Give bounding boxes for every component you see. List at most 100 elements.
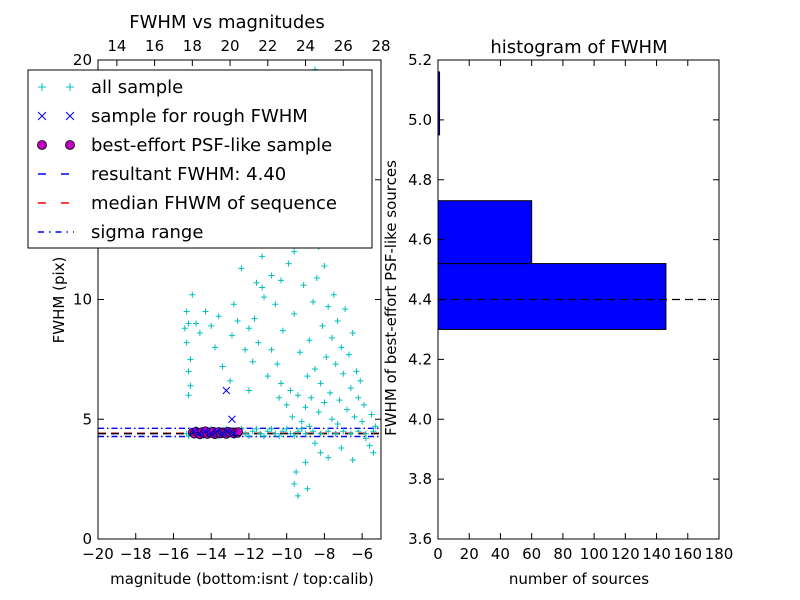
- legend-x-icon: [37, 111, 47, 121]
- all-sample-point: [274, 361, 281, 368]
- all-sample-point: [276, 394, 283, 401]
- all-sample-point: [242, 430, 249, 437]
- all-sample-point: [279, 327, 286, 334]
- all-sample-point: [251, 315, 258, 322]
- all-sample-point: [321, 262, 328, 269]
- rough-sample-point: [229, 429, 238, 438]
- all-sample-point: [332, 361, 339, 368]
- all-sample-point: [183, 339, 190, 346]
- all-sample-point: [278, 380, 285, 387]
- legend-entry: all sample: [38, 77, 183, 98]
- rough-sample-point: [224, 427, 233, 436]
- right-x-tick-label: 140: [642, 545, 671, 563]
- left-x-tick-label: −14: [195, 545, 227, 563]
- legend-label: resultant FWHM: 4.40: [91, 164, 286, 185]
- all-sample-point: [259, 284, 266, 291]
- left-y-tick-label: 0: [82, 530, 92, 548]
- left-top-tick-label: 14: [107, 37, 126, 55]
- all-sample-point: [317, 380, 324, 387]
- all-sample-point: [245, 325, 252, 332]
- all-sample-point: [347, 385, 354, 392]
- right-y-tick-label: 4.0: [408, 410, 432, 428]
- all-sample-point: [340, 370, 347, 377]
- legend-entry: sigma range: [38, 222, 203, 243]
- rough-sample-point: [196, 429, 204, 438]
- all-sample-point: [193, 320, 200, 327]
- all-sample-point: [330, 291, 337, 298]
- legend-plus-icon: [66, 83, 74, 91]
- histogram-bar: [437, 263, 667, 330]
- all-sample-point: [255, 339, 262, 346]
- all-sample-point: [338, 344, 345, 351]
- all-sample-point: [298, 418, 305, 425]
- all-sample-point: [321, 399, 328, 406]
- all-sample-point: [319, 322, 326, 329]
- all-sample-point: [294, 392, 301, 399]
- all-sample-point: [183, 308, 190, 315]
- all-sample-point: [215, 313, 222, 320]
- all-sample-point: [308, 394, 315, 401]
- best-effort-point: [234, 427, 243, 437]
- legend-entry: resultant FWHM: 4.40: [38, 164, 286, 185]
- all-sample-point: [342, 306, 349, 313]
- right-x-tick-label: 0: [433, 545, 443, 563]
- all-sample-point: [289, 413, 296, 420]
- all-sample-point: [228, 332, 235, 339]
- legend-x-icon: [65, 111, 75, 121]
- left-x-axis-label: magnitude (bottom:isnt / top:calib): [110, 570, 374, 588]
- left-top-tick-label: 16: [145, 37, 164, 55]
- left-x-axis-ticks: −20 −18 −16 −14 −12 −10 −8 −6: [82, 533, 373, 563]
- all-sample-point: [285, 260, 292, 267]
- legend-entry: sample for rough FWHM: [37, 106, 308, 127]
- all-sample-point: [185, 392, 192, 399]
- all-sample-point: [327, 389, 334, 396]
- all-sample-point: [370, 449, 377, 456]
- rough-sample-point: [222, 386, 231, 395]
- right-x-tick-label: 80: [553, 545, 572, 563]
- all-sample-point: [328, 416, 335, 423]
- all-sample-point: [253, 425, 260, 432]
- histogram-bar: [437, 200, 533, 265]
- all-sample-point: [368, 411, 375, 418]
- all-sample-point: [334, 318, 341, 325]
- all-sample-point: [325, 454, 332, 461]
- all-sample-point: [317, 449, 324, 456]
- all-sample-point: [366, 442, 373, 449]
- all-sample-point: [283, 401, 290, 408]
- rough-sample-point: [213, 427, 221, 436]
- legend-label: sigma range: [91, 222, 203, 243]
- all-sample-point: [298, 425, 305, 432]
- all-sample-point: [355, 428, 362, 435]
- all-sample-point: [249, 428, 256, 435]
- all-sample-point: [291, 310, 298, 317]
- left-top-tick-label: 18: [183, 37, 202, 55]
- all-sample-point: [242, 346, 249, 353]
- right-y-tick-label: 4.8: [408, 171, 432, 189]
- all-sample-point: [230, 301, 237, 308]
- right-y-tick-label: 4.4: [408, 291, 432, 309]
- all-sample-point: [227, 377, 234, 384]
- all-sample-point: [294, 492, 301, 499]
- all-sample-point: [313, 274, 320, 281]
- all-sample-point: [272, 430, 279, 437]
- all-sample-point: [187, 356, 194, 363]
- right-x-tick-label: 160: [673, 545, 702, 563]
- all-sample-point: [302, 430, 309, 437]
- right-x-tick-label: 60: [522, 545, 541, 563]
- right-y-tick-label: 5.2: [408, 51, 432, 69]
- all-sample-point: [238, 265, 245, 272]
- all-sample-point: [362, 435, 369, 442]
- right-x-tick-label: 180: [705, 545, 734, 563]
- all-sample-point: [304, 373, 311, 380]
- all-sample-point: [302, 459, 309, 466]
- all-sample-point: [359, 418, 366, 425]
- all-sample-point: [189, 291, 196, 298]
- all-sample-point: [304, 485, 311, 492]
- legend-label: sample for rough FWHM: [91, 106, 308, 127]
- legend-label: median FHWM of sequence: [91, 193, 337, 214]
- right-y-axis-label: FWHM of best-effort PSF-like sources: [382, 160, 400, 436]
- all-sample-point: [349, 330, 356, 337]
- rough-sample-point: [218, 429, 227, 438]
- all-sample-point: [272, 301, 279, 308]
- all-sample-point: [196, 330, 203, 337]
